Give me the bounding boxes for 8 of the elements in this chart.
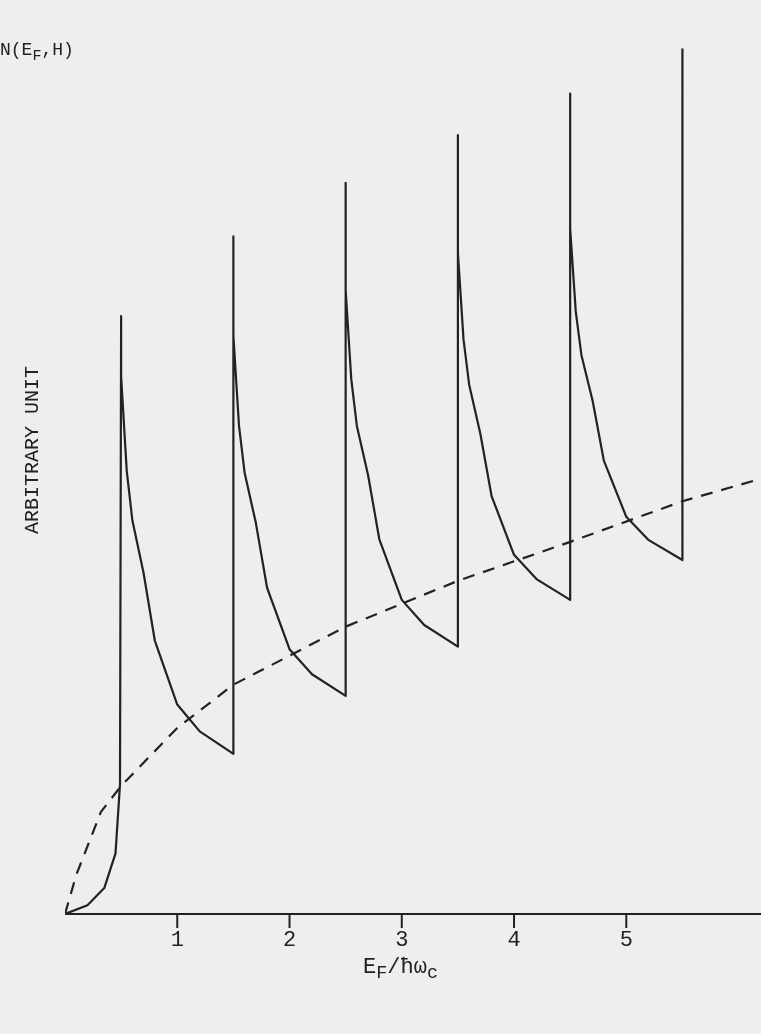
y-axis-title: ARBITRARY UNIT xyxy=(20,365,44,535)
x-tick-label: 5 xyxy=(619,927,633,953)
x-tick-label: 2 xyxy=(282,927,297,953)
annotation: N(E$_{F}$,H) xyxy=(0,40,74,65)
x-tick-label: 1 xyxy=(170,927,184,953)
x-tick-label: 3 xyxy=(395,927,409,953)
x-tick-label: 4 xyxy=(507,927,521,953)
x-axis-title: E$_{F}$/ħω$_{c}$ xyxy=(362,955,439,985)
